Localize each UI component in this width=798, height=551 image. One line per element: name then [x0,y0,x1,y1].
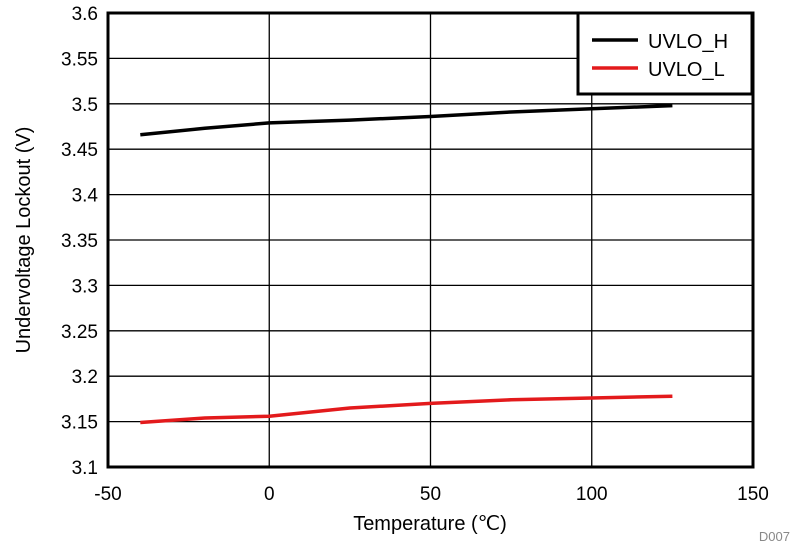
y-tick-label: 3.2 [72,367,98,388]
y-tick-label: 3.5 [72,95,98,116]
x-tick-label: 100 [576,484,608,505]
y-tick-label: 3.25 [61,322,98,343]
series-lines [140,103,673,425]
y-tick-label: 3.55 [61,49,98,70]
series-line-uvlo-l [140,394,673,425]
legend-label-uvlo-l: UVLO_L [648,59,725,81]
legend: UVLO_H UVLO_L [576,11,754,96]
legend-label-uvlo-h: UVLO_H [648,31,728,53]
y-tick-label: 3.15 [61,413,98,434]
x-tick-label: 150 [737,484,769,505]
x-tick-label: -50 [94,484,121,505]
y-tick-label: 3.4 [72,186,99,207]
y-tick-label: 3.1 [72,458,98,479]
y-tick-labels: 3.1 3.15 3.2 3.25 3.3 3.35 3.4 3.45 3.5 3.55 3.6 [61,4,98,479]
y-tick-label: 3.45 [61,140,98,161]
y-tick-label: 3.3 [72,276,98,297]
y-axis-label: Undervoltage Lockout (V) [13,127,35,354]
x-tick-label: 50 [420,484,441,505]
series-line-uvlo-h [140,103,673,137]
y-tick-label: 3.6 [72,4,98,25]
legend-box [576,11,754,96]
y-tick-label: 3.35 [61,231,98,252]
figure-id-annotation: D007 [759,529,790,544]
x-axis-label: Temperature (℃) [353,513,507,535]
x-tick-label: 0 [264,484,275,505]
x-tick-labels: -50 0 50 100 150 [94,484,769,505]
plot-frame [106,11,755,469]
